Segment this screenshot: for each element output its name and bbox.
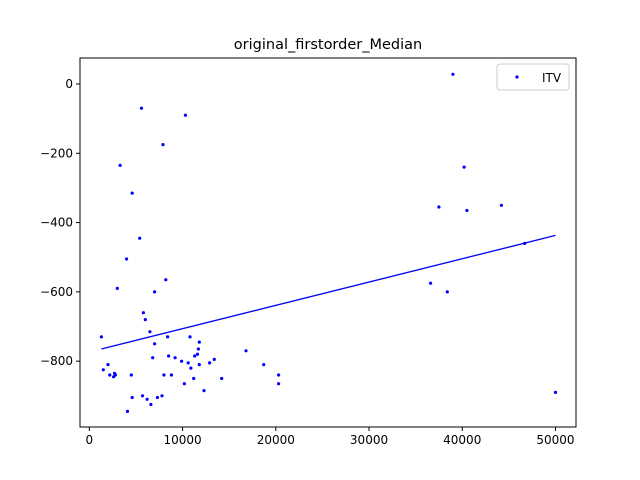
data-point-9	[125, 257, 129, 261]
legend-label: ITV	[542, 71, 562, 85]
data-point-10	[125, 409, 130, 413]
axes-frame	[79, 57, 577, 428]
data-point-29	[164, 278, 168, 282]
y-tick-label-3: −600	[40, 285, 73, 299]
data-point-32	[169, 373, 173, 377]
data-point-38	[188, 335, 192, 339]
data-point-49	[220, 376, 224, 381]
data-point-33	[173, 356, 177, 360]
data-point-53	[277, 382, 281, 386]
data-point-17	[141, 311, 145, 315]
data-point-50	[244, 349, 248, 353]
data-point-36	[183, 113, 187, 117]
data-point-52	[277, 373, 281, 377]
y-tick-label-1: −200	[40, 146, 73, 160]
data-point-25	[155, 395, 159, 400]
data-point-40	[192, 376, 196, 381]
data-points	[99, 72, 558, 413]
data-point-18	[143, 318, 147, 322]
data-point-22	[151, 356, 155, 360]
legend-box	[496, 63, 570, 91]
data-point-8	[118, 163, 122, 167]
x-tick-label-5: 50000	[536, 433, 574, 447]
data-point-23	[153, 342, 157, 346]
data-point-43	[196, 347, 200, 351]
data-point-24	[153, 290, 157, 294]
data-point-47	[208, 361, 212, 365]
y-axis-ticks: 0 −200 −400 −600 −800	[40, 77, 80, 368]
x-tick-label-1: 10000	[163, 433, 201, 447]
data-point-55	[437, 205, 441, 209]
data-point-7	[115, 286, 119, 290]
data-point-54	[429, 281, 433, 285]
x-axis-ticks: 0 10000 20000 30000 40000 50000	[86, 427, 575, 447]
x-tick-label-3: 30000	[350, 433, 388, 447]
data-point-57	[451, 72, 455, 76]
plot-area: 0 10000 20000 30000 40000 50000 0 −200 −400 −600…	[40, 57, 577, 447]
y-tick-label-4: −800	[40, 354, 73, 368]
trend-line	[101, 234, 556, 350]
legend-marker	[515, 75, 519, 79]
data-point-30	[166, 335, 170, 339]
data-point-20	[148, 330, 152, 334]
legend: ITV	[496, 63, 570, 91]
data-point-58	[462, 165, 466, 169]
data-point-45	[197, 363, 201, 367]
data-point-12	[130, 395, 134, 400]
data-point-39	[189, 366, 193, 370]
y-tick-label-0: 0	[65, 77, 73, 91]
data-point-13	[130, 191, 134, 195]
data-point-56	[445, 290, 449, 294]
data-point-48	[212, 357, 216, 361]
data-point-60	[499, 203, 503, 207]
data-point-51	[262, 363, 266, 367]
data-point-31	[167, 354, 171, 358]
data-point-41	[193, 354, 197, 358]
data-point-37	[186, 361, 190, 365]
data-point-28	[162, 373, 166, 377]
data-point-27	[161, 143, 165, 147]
y-tick-label-2: −400	[40, 216, 73, 230]
data-point-16	[140, 394, 145, 398]
trend-line-group	[101, 234, 556, 350]
x-tick-label-2: 20000	[257, 433, 295, 447]
data-point-2	[106, 363, 110, 367]
data-point-15	[139, 106, 144, 110]
x-tick-label-0: 0	[86, 433, 94, 447]
data-point-46	[202, 389, 206, 393]
data-point-35	[182, 382, 186, 386]
data-point-59	[465, 208, 469, 213]
data-point-1	[101, 368, 105, 372]
data-point-42	[195, 352, 200, 356]
data-point-11	[129, 373, 133, 377]
chart-title: original_firstorder_Median	[234, 37, 422, 53]
data-point-3	[108, 373, 112, 377]
data-point-26	[160, 394, 164, 398]
data-point-44	[197, 340, 201, 344]
data-point-34	[180, 359, 184, 363]
data-point-19	[145, 397, 149, 401]
data-point-6	[113, 373, 117, 377]
x-tick-label-4: 40000	[443, 433, 481, 447]
data-point-62	[553, 390, 558, 394]
data-point-21	[149, 402, 153, 407]
data-point-0	[99, 335, 103, 339]
data-point-14	[138, 236, 142, 240]
